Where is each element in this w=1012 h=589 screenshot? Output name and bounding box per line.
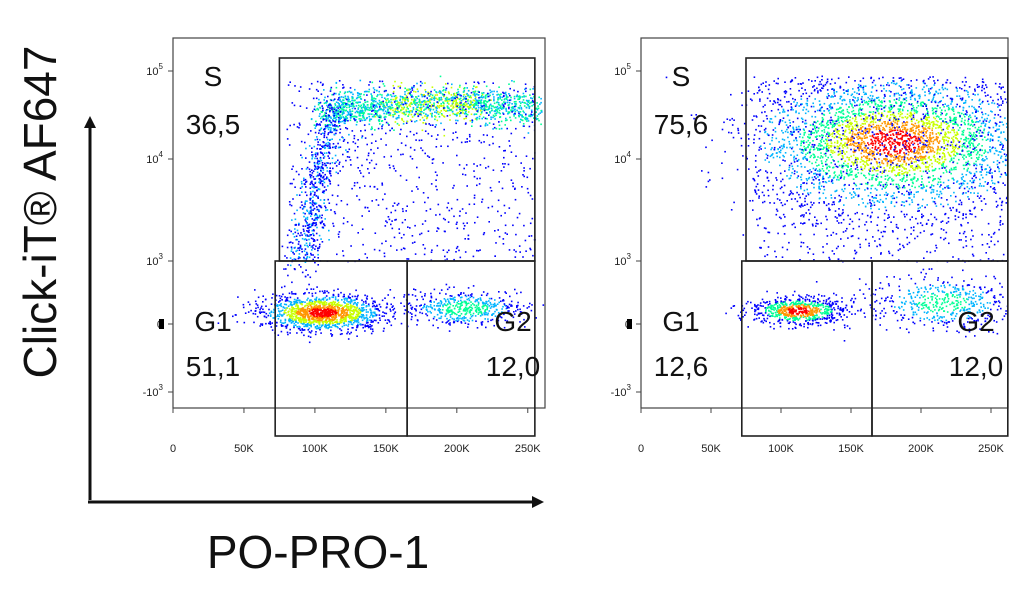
x-tick-label: 200K: [908, 443, 934, 455]
gate-name-s: S: [672, 61, 691, 92]
gate-percent-g1: 51,1: [186, 351, 241, 382]
gate-percent-s: 36,5: [186, 109, 241, 140]
zero-marker: [159, 319, 164, 329]
zero-marker: [627, 319, 632, 329]
x-tick-label: 250K: [978, 443, 1004, 455]
y-tick-label: 103: [614, 252, 631, 268]
x-tick-label: 200K: [444, 443, 470, 455]
x-tick-label: 150K: [838, 443, 864, 455]
x-tick-label: 100K: [768, 443, 794, 455]
gate-name-g1: G1: [194, 306, 231, 337]
y-tick-label: 105: [614, 62, 631, 78]
x-axis-label: PO-PRO-1: [207, 526, 429, 578]
plot-panels: 0 50K 100K 150K 200K 250K 105 104 103 0 -103 S 36,5 G…: [143, 37, 1009, 455]
y-axis-label: Click-iT® AF647: [14, 46, 66, 379]
gate-percent-g2: 12,0: [949, 351, 1004, 382]
plot-frame: [172, 37, 546, 409]
flow-panel-1: 050K100K150K200K250K1051041030-103S36,5G…: [143, 37, 546, 455]
gate-name-g1: G1: [662, 306, 699, 337]
x-tick-label: 0: [170, 443, 176, 455]
y-tick-label: 103: [146, 252, 163, 268]
y-tick-label: 104: [146, 150, 163, 166]
y-tick-label: 105: [146, 62, 163, 78]
x-tick-label: 250K: [515, 443, 541, 455]
event-density: [209, 75, 545, 344]
y-tick-label: -103: [143, 383, 164, 399]
event-density: [665, 75, 1009, 342]
gate-name-g2: G2: [494, 306, 531, 337]
gate-percent-g2: 12,0: [486, 351, 541, 382]
gate-name-g2: G2: [957, 306, 994, 337]
flow-panel-2: 050K100K150K200K250K1051041030-103S75,6G…: [611, 37, 1009, 455]
gate-g2: [406, 260, 536, 437]
gate-percent-s: 75,6: [654, 109, 709, 140]
x-tick-label: 150K: [373, 443, 399, 455]
gate-g2: [871, 260, 1009, 437]
y-tick-label: -103: [611, 383, 632, 399]
x-tick-label: 0: [638, 443, 644, 455]
x-tick-label: 100K: [302, 443, 328, 455]
gate-percent-g1: 12,6: [654, 351, 709, 382]
x-tick-label: 50K: [701, 443, 721, 455]
x-tick-label: 50K: [234, 443, 254, 455]
y-tick-label: 104: [614, 150, 631, 166]
gate-name-s: S: [204, 61, 223, 92]
